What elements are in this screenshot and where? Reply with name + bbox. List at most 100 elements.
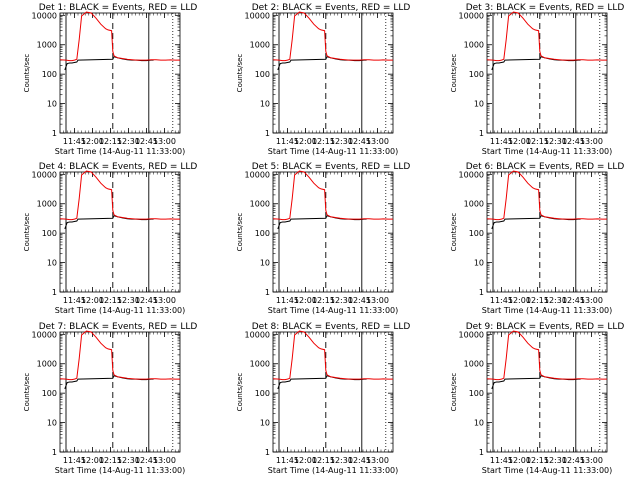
plot-frame bbox=[272, 12, 394, 134]
lld-series-line bbox=[486, 330, 607, 381]
y-tick-label: 10000 bbox=[459, 11, 484, 20]
x-tick-label: 11:45 bbox=[276, 137, 299, 146]
y-tick-label: 1000 bbox=[250, 360, 270, 369]
y-axis-label: Counts/sec bbox=[236, 54, 244, 93]
y-tick-label: 1000 bbox=[37, 200, 57, 209]
y-tick-label: 10 bbox=[474, 259, 484, 268]
x-tick-label: 12:45 bbox=[135, 456, 158, 465]
x-tick-label: 13:00 bbox=[153, 456, 176, 465]
x-tick-label: 12:15 bbox=[526, 296, 549, 305]
x-tick-label: 12:30 bbox=[117, 296, 140, 305]
x-tick-label: 12:15 bbox=[526, 456, 549, 465]
events-series-line bbox=[64, 375, 154, 390]
y-tick-label: 1 bbox=[52, 288, 57, 297]
plot-frame bbox=[59, 12, 181, 134]
x-tick-label: 12:15 bbox=[99, 456, 122, 465]
x-tick-label: 11:45 bbox=[63, 137, 86, 146]
y-tick-label: 1000 bbox=[464, 200, 484, 209]
y-tick-label: 1000 bbox=[250, 200, 270, 209]
x-tick-label: 13:00 bbox=[366, 137, 389, 146]
y-tick-label: 10 bbox=[47, 419, 57, 428]
x-tick-label: 12:45 bbox=[135, 296, 158, 305]
x-axis-label: Start Time (14-Aug-11 11:33:00) bbox=[482, 306, 613, 315]
x-tick-label: 12:00 bbox=[81, 456, 104, 465]
panel-title: Det 7: BLACK = Events, RED = LLD bbox=[39, 322, 198, 332]
y-tick-label: 1 bbox=[479, 448, 484, 457]
events-series-line bbox=[277, 56, 367, 71]
panel-7: Det 7: BLACK = Events, RED = LLD Start T… bbox=[23, 322, 197, 475]
y-tick-label: 10 bbox=[260, 419, 270, 428]
y-tick-label: 10000 bbox=[245, 330, 270, 339]
x-tick-label: 12:00 bbox=[508, 456, 531, 465]
x-tick-label: 11:45 bbox=[490, 296, 513, 305]
panel-title: Det 8: BLACK = Events, RED = LLD bbox=[252, 322, 411, 332]
panel-3: Det 3: BLACK = Events, RED = LLD Start T… bbox=[450, 3, 624, 156]
x-tick-label: 12:45 bbox=[562, 456, 585, 465]
events-series-line bbox=[491, 215, 581, 230]
y-axis-label: Counts/sec bbox=[23, 54, 31, 93]
events-series-line bbox=[491, 56, 581, 71]
y-tick-label: 10 bbox=[474, 100, 484, 109]
x-tick-label: 11:45 bbox=[63, 456, 86, 465]
x-tick-label: 12:30 bbox=[117, 456, 140, 465]
x-tick-label: 12:15 bbox=[99, 137, 122, 146]
panel-1: Det 1: BLACK = Events, RED = LLD Start T… bbox=[23, 3, 197, 156]
x-tick-label: 13:00 bbox=[366, 296, 389, 305]
y-tick-label: 1 bbox=[479, 129, 484, 138]
x-tick-label: 13:00 bbox=[580, 296, 603, 305]
lld-series-line bbox=[486, 11, 607, 62]
lld-series-line bbox=[272, 11, 393, 62]
x-tick-label: 11:45 bbox=[63, 296, 86, 305]
y-tick-label: 1 bbox=[52, 448, 57, 457]
panel-title: Det 4: BLACK = Events, RED = LLD bbox=[39, 162, 198, 172]
y-tick-label: 10 bbox=[47, 100, 57, 109]
y-tick-label: 10000 bbox=[32, 330, 57, 339]
x-axis-label: Start Time (14-Aug-11 11:33:00) bbox=[268, 306, 399, 315]
y-tick-label: 10000 bbox=[459, 170, 484, 179]
y-tick-label: 100 bbox=[469, 229, 484, 238]
y-tick-label: 1 bbox=[265, 448, 270, 457]
y-tick-label: 100 bbox=[469, 389, 484, 398]
y-tick-label: 10000 bbox=[459, 330, 484, 339]
x-axis-label: Start Time (14-Aug-11 11:33:00) bbox=[482, 147, 613, 156]
y-axis-label: Counts/sec bbox=[23, 213, 31, 252]
lld-series-line bbox=[59, 330, 180, 381]
y-axis-label: Counts/sec bbox=[23, 373, 31, 412]
y-tick-label: 1000 bbox=[37, 360, 57, 369]
x-axis-label: Start Time (14-Aug-11 11:33:00) bbox=[482, 466, 613, 475]
events-series-line bbox=[64, 56, 154, 71]
y-tick-label: 1000 bbox=[464, 360, 484, 369]
x-tick-label: 11:45 bbox=[490, 456, 513, 465]
lld-series-line bbox=[59, 170, 180, 221]
x-tick-label: 12:00 bbox=[81, 137, 104, 146]
y-tick-label: 10000 bbox=[32, 170, 57, 179]
plot-frame bbox=[59, 171, 181, 293]
x-tick-label: 13:00 bbox=[366, 456, 389, 465]
panel-5: Det 5: BLACK = Events, RED = LLD Start T… bbox=[236, 162, 410, 315]
y-axis-label: Counts/sec bbox=[450, 54, 458, 93]
y-tick-label: 100 bbox=[42, 229, 57, 238]
events-series-line bbox=[64, 215, 154, 230]
x-tick-label: 13:00 bbox=[153, 137, 176, 146]
panel-9: Det 9: BLACK = Events, RED = LLD Start T… bbox=[450, 322, 624, 475]
x-tick-label: 12:15 bbox=[99, 296, 122, 305]
x-tick-label: 12:15 bbox=[526, 137, 549, 146]
y-tick-label: 100 bbox=[42, 389, 57, 398]
panel-title: Det 6: BLACK = Events, RED = LLD bbox=[466, 162, 625, 172]
x-tick-label: 13:00 bbox=[153, 296, 176, 305]
x-tick-label: 12:15 bbox=[312, 296, 335, 305]
x-tick-label: 12:00 bbox=[508, 137, 531, 146]
x-axis-label: Start Time (14-Aug-11 11:33:00) bbox=[268, 147, 399, 156]
x-tick-label: 12:00 bbox=[294, 137, 317, 146]
y-tick-label: 1 bbox=[52, 129, 57, 138]
x-tick-label: 12:45 bbox=[348, 296, 371, 305]
x-tick-label: 12:45 bbox=[562, 296, 585, 305]
panel-4: Det 4: BLACK = Events, RED = LLD Start T… bbox=[23, 162, 197, 315]
lld-series-line bbox=[272, 330, 393, 381]
lld-series-line bbox=[486, 170, 607, 221]
x-tick-label: 13:00 bbox=[580, 137, 603, 146]
x-tick-label: 12:30 bbox=[544, 296, 567, 305]
x-tick-label: 12:30 bbox=[544, 137, 567, 146]
x-tick-label: 12:30 bbox=[330, 137, 353, 146]
x-tick-label: 11:45 bbox=[490, 137, 513, 146]
